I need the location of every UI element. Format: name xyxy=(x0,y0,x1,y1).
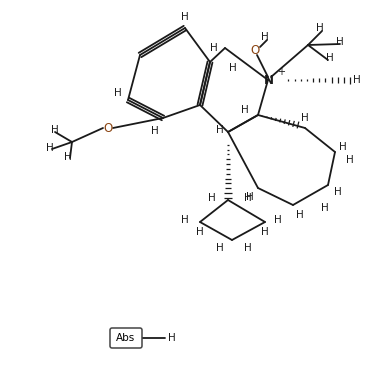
Text: H: H xyxy=(229,63,237,73)
Text: H: H xyxy=(208,193,216,203)
Text: H: H xyxy=(216,243,224,253)
Text: H: H xyxy=(301,113,309,123)
Text: H: H xyxy=(241,105,249,115)
Text: H: H xyxy=(321,203,329,213)
Text: H: H xyxy=(296,210,304,220)
Text: H: H xyxy=(210,43,218,53)
Text: H: H xyxy=(334,187,342,197)
Text: O: O xyxy=(250,44,259,57)
Text: H: H xyxy=(216,125,224,135)
Text: H: H xyxy=(326,53,334,63)
Text: H: H xyxy=(346,155,354,165)
Text: H: H xyxy=(339,142,347,152)
Text: N: N xyxy=(264,74,274,87)
Text: H: H xyxy=(64,152,72,162)
Text: +: + xyxy=(277,67,285,77)
FancyBboxPatch shape xyxy=(110,328,142,348)
Text: H: H xyxy=(353,75,361,85)
Text: H: H xyxy=(114,88,122,98)
Text: H: H xyxy=(181,215,189,225)
Text: H: H xyxy=(244,193,252,203)
Text: H: H xyxy=(168,333,176,343)
Text: H: H xyxy=(51,125,59,135)
Text: Abs: Abs xyxy=(116,333,136,343)
Text: H: H xyxy=(246,192,254,202)
Text: H: H xyxy=(316,23,324,33)
Text: O: O xyxy=(103,122,113,135)
Text: H: H xyxy=(151,126,159,136)
Text: H: H xyxy=(261,32,269,42)
Text: H: H xyxy=(181,12,189,22)
Text: H: H xyxy=(244,243,252,253)
Text: H: H xyxy=(46,143,54,153)
Text: H: H xyxy=(196,227,204,237)
Text: H: H xyxy=(336,37,344,47)
Text: H: H xyxy=(261,227,269,237)
Text: H: H xyxy=(274,215,282,225)
